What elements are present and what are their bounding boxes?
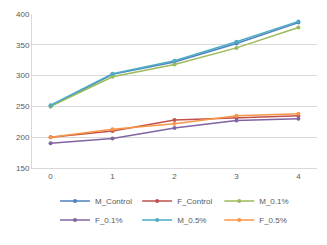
svg-text:300: 300 [16, 71, 30, 80]
svg-text:F_Control: F_Control [177, 197, 212, 206]
svg-text:M_0.5%: M_0.5% [177, 216, 206, 225]
svg-text:400: 400 [16, 10, 30, 19]
svg-text:350: 350 [16, 41, 30, 50]
svg-text:250: 250 [16, 102, 30, 111]
svg-text:3: 3 [234, 172, 239, 181]
svg-text:M_0.1%: M_0.1% [259, 197, 288, 206]
svg-text:4: 4 [296, 172, 301, 181]
svg-text:1: 1 [110, 172, 115, 181]
svg-text:M_Control: M_Control [95, 197, 132, 206]
svg-text:0: 0 [48, 172, 53, 181]
svg-text:2: 2 [172, 172, 177, 181]
svg-text:200: 200 [16, 133, 30, 142]
svg-text:F_0.5%: F_0.5% [259, 216, 287, 225]
svg-text:F_0.1%: F_0.1% [95, 216, 123, 225]
svg-text:150: 150 [16, 164, 30, 173]
